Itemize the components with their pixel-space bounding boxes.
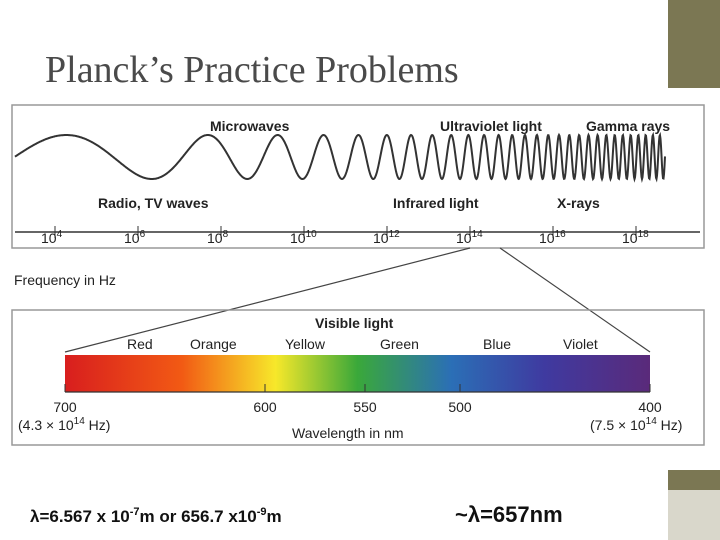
color-label: Yellow [285,336,326,352]
tick-label: 108 [207,229,229,246]
answer-right: ~λ=657nm [455,502,563,527]
label: Ultraviolet light [440,118,542,134]
color-label: Violet [563,336,598,352]
label: Gamma rays [586,118,670,134]
color-label: Red [127,336,153,352]
zoom-line [499,247,651,353]
axis-label: Wavelength in nm [292,425,404,441]
tick-label: 106 [124,229,146,246]
label: Radio, TV waves [98,195,209,211]
tick-label: 104 [41,229,63,246]
bottom-box [11,309,705,446]
top-box [11,104,705,249]
label: Microwaves [210,118,290,134]
side-accent [668,0,720,90]
slide-title: Planck’s Practice Problems [45,49,459,91]
frequency-note: (7.5 × 1014 Hz) [590,416,682,433]
tick-label: 500 [448,399,472,415]
color-label: Blue [483,336,511,352]
tick-label: 1012 [373,229,400,246]
tick-label: 400 [638,399,662,415]
label: Infrared light [393,195,479,211]
tick-label: 700 [53,399,77,415]
tick-label: 1014 [456,229,483,246]
visible-spectrum [65,355,650,392]
frequency-note: (4.3 × 1014 Hz) [18,416,110,433]
color-label: Green [380,336,419,352]
side-accent [668,470,720,490]
color-label: Orange [190,336,237,352]
label: X-rays [557,195,600,211]
label: Visible light [315,315,394,331]
tick-label: 1016 [539,229,566,246]
tick-label: 1018 [622,229,649,246]
tick-label: 600 [253,399,277,415]
wave [14,131,666,183]
tick-label: 550 [353,399,377,415]
spectrum-figure: Microwaves Ultraviolet light Gamma rays … [0,88,720,470]
zoom-line [64,247,471,353]
tick-label: 1010 [290,229,317,246]
axis-label: Frequency in Hz [14,272,116,288]
answer-left: λ=6.567 x 10-7m or 656.7 x10-9m [30,506,282,526]
